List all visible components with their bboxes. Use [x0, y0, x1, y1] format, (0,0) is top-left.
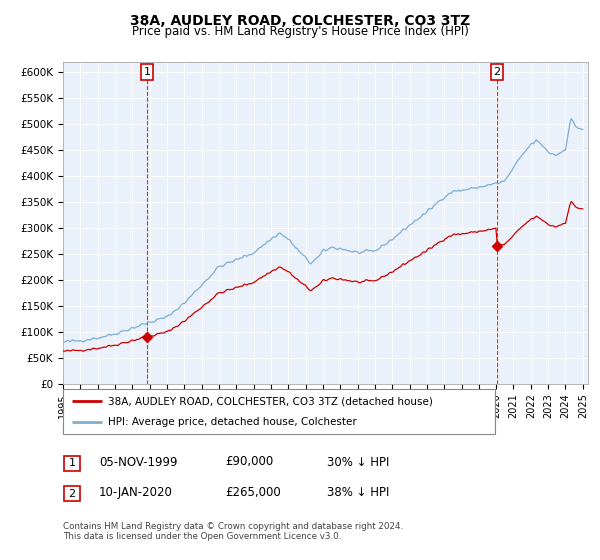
Text: 1: 1 — [143, 67, 151, 77]
FancyBboxPatch shape — [63, 389, 495, 434]
Text: £90,000: £90,000 — [225, 455, 273, 469]
Text: £265,000: £265,000 — [225, 486, 281, 500]
Text: 38% ↓ HPI: 38% ↓ HPI — [327, 486, 389, 500]
Text: Contains HM Land Registry data © Crown copyright and database right 2024.
This d: Contains HM Land Registry data © Crown c… — [63, 522, 403, 542]
Text: 1: 1 — [68, 458, 76, 468]
Text: 30% ↓ HPI: 30% ↓ HPI — [327, 455, 389, 469]
FancyBboxPatch shape — [64, 487, 80, 501]
Text: HPI: Average price, detached house, Colchester: HPI: Average price, detached house, Colc… — [109, 417, 357, 427]
Text: 38A, AUDLEY ROAD, COLCHESTER, CO3 3TZ: 38A, AUDLEY ROAD, COLCHESTER, CO3 3TZ — [130, 14, 470, 28]
Text: Price paid vs. HM Land Registry's House Price Index (HPI): Price paid vs. HM Land Registry's House … — [131, 25, 469, 38]
Text: 10-JAN-2020: 10-JAN-2020 — [99, 486, 173, 500]
FancyBboxPatch shape — [64, 456, 80, 470]
Text: 2: 2 — [68, 489, 76, 499]
Text: 2: 2 — [493, 67, 500, 77]
Text: 38A, AUDLEY ROAD, COLCHESTER, CO3 3TZ (detached house): 38A, AUDLEY ROAD, COLCHESTER, CO3 3TZ (d… — [109, 396, 433, 407]
Text: 05-NOV-1999: 05-NOV-1999 — [99, 455, 178, 469]
